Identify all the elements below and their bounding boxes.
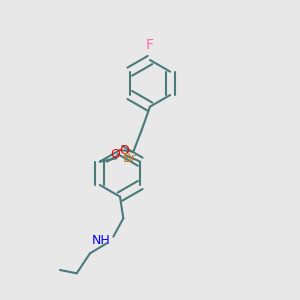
Text: Br: Br: [123, 152, 137, 165]
Text: O: O: [110, 148, 120, 161]
Text: O: O: [119, 144, 129, 157]
Text: F: F: [146, 38, 154, 52]
Text: NH: NH: [91, 233, 110, 247]
